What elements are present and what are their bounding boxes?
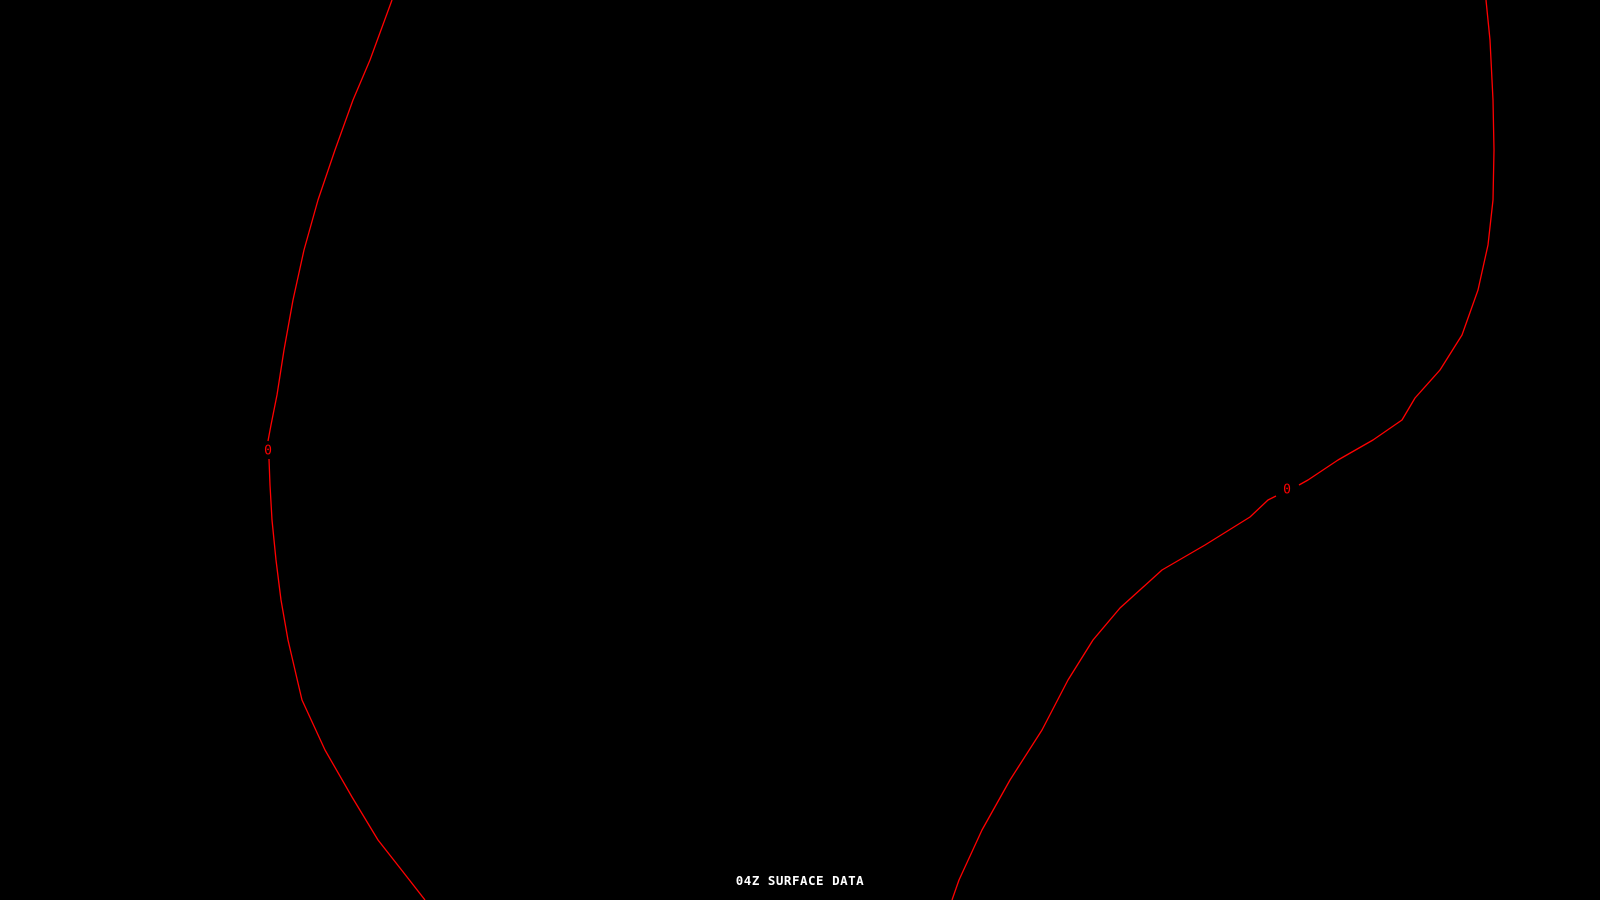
contour-line xyxy=(1298,0,1495,486)
contour-line xyxy=(951,495,1277,900)
contour-line xyxy=(268,458,426,900)
contour-line xyxy=(267,0,393,442)
contour-label: 0 xyxy=(1283,483,1291,498)
contour-label: 0 xyxy=(264,444,272,459)
map-title: 04Z SURFACE DATA xyxy=(735,873,865,888)
